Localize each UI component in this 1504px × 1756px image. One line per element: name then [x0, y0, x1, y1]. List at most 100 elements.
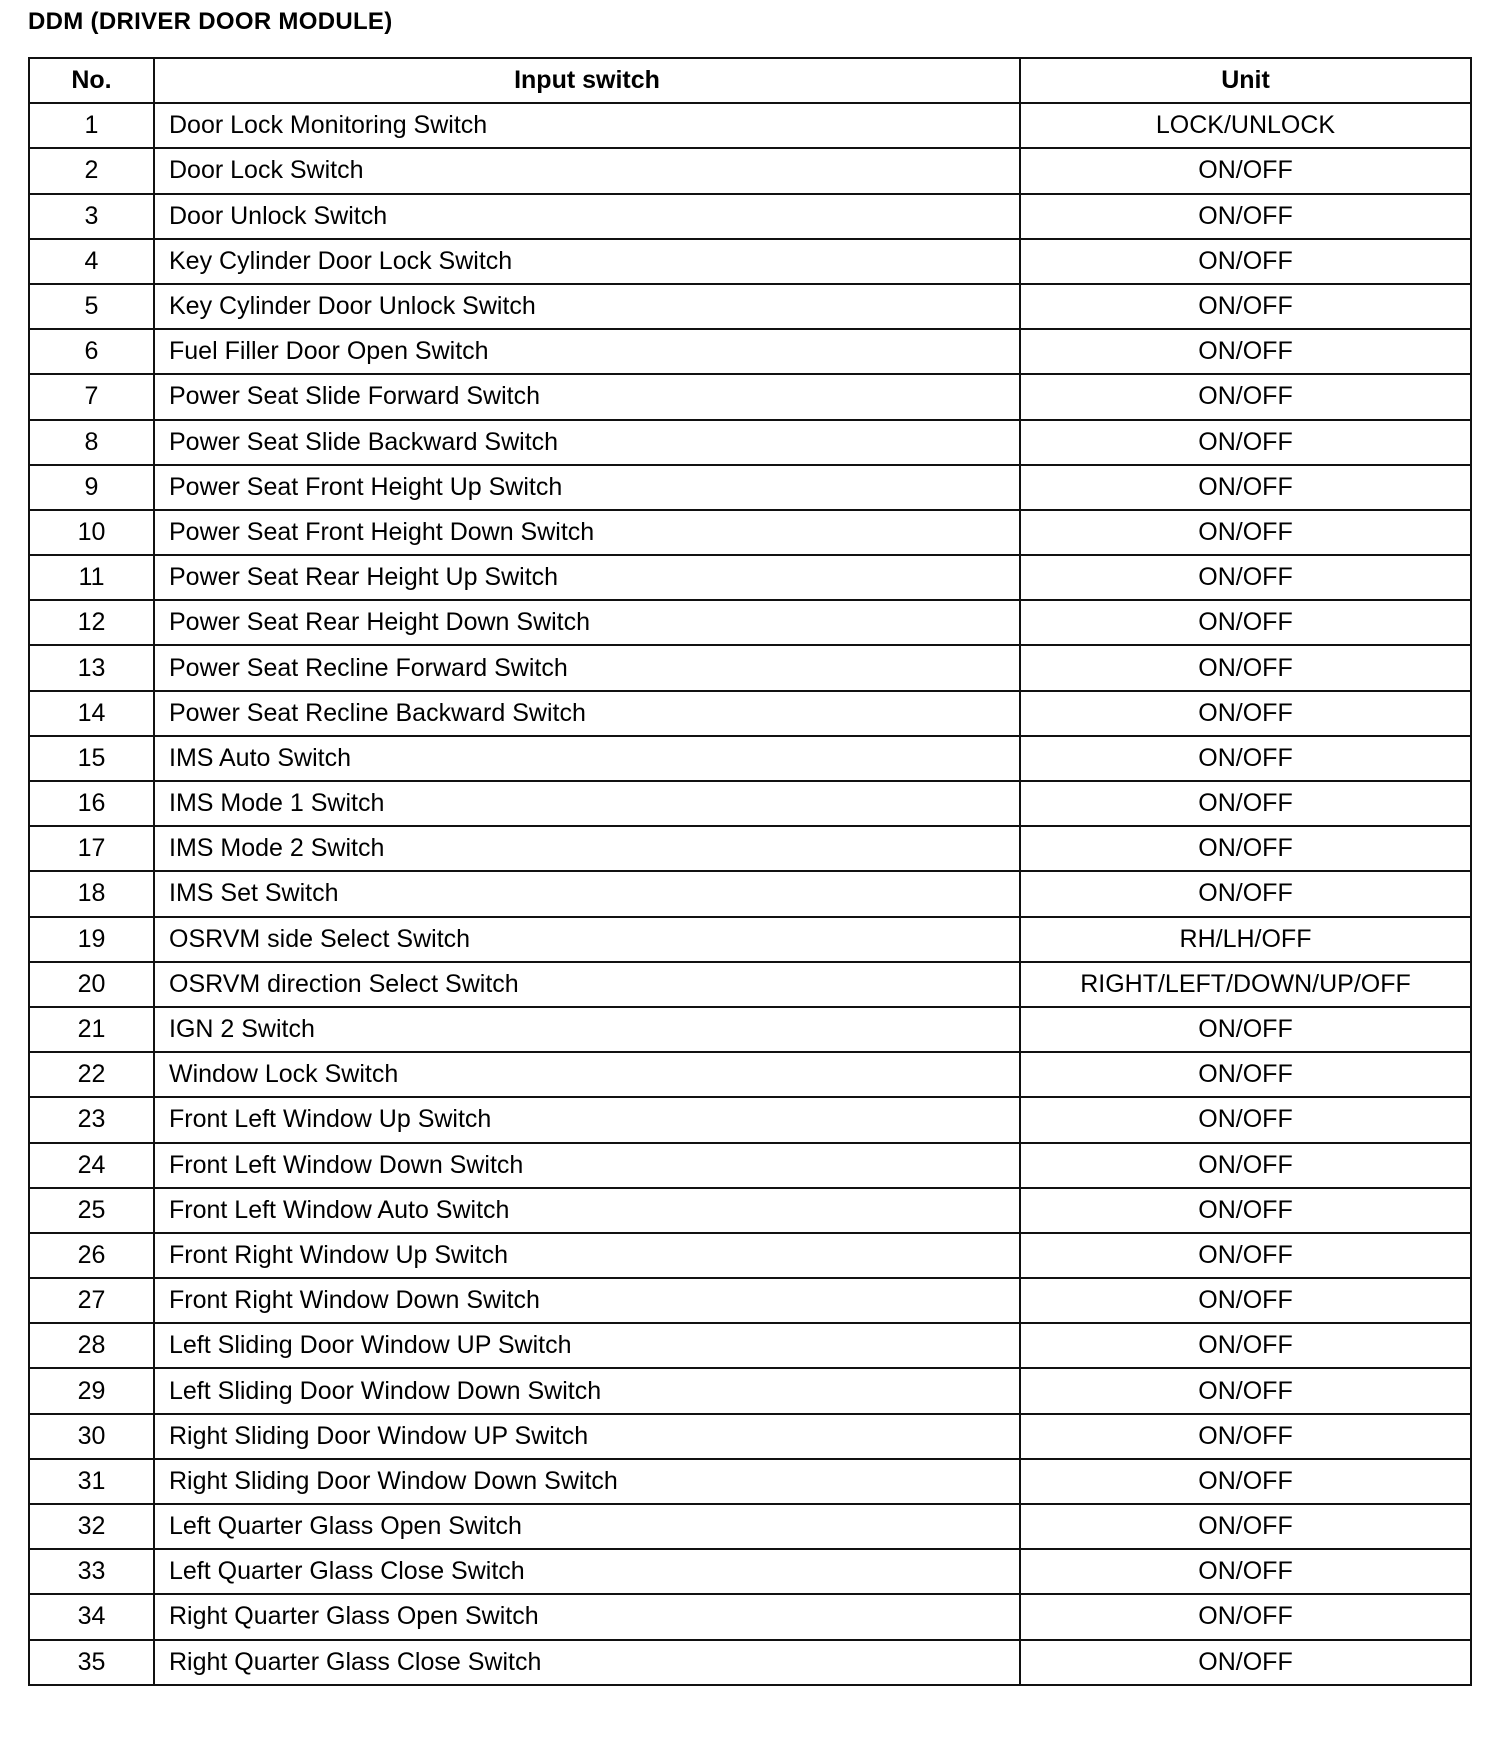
cell-unit: ON/OFF: [1019, 1231, 1472, 1280]
cell-unit: ON/OFF: [1019, 418, 1472, 466]
table-row: 14 Power Seat Recline Backward Switch ON/O…: [28, 689, 1472, 737]
cell-unit: ON/OFF: [1019, 599, 1472, 647]
cell-no: 21: [28, 1005, 155, 1054]
table-row: 25 Front Left Window Auto Switch ON/OFF: [28, 1186, 1472, 1234]
cell-unit: ON/OFF: [1019, 1322, 1472, 1370]
cell-no: 33: [28, 1548, 155, 1596]
table-row: 18 IMS Set Switch ON/OFF: [28, 870, 1472, 918]
cell-no: 6: [28, 328, 155, 376]
cell-name: Power Seat Slide Backward Switch: [153, 418, 1021, 466]
table-row: 17 IMS Mode 2 Switch ON/OFF: [28, 825, 1472, 873]
cell-unit: RIGHT/LEFT/DOWN/UP/OFF: [1019, 960, 1472, 1008]
cell-unit: ON/OFF: [1019, 1412, 1472, 1460]
cell-name: Power Seat Recline Forward Switch: [153, 644, 1021, 692]
table-row: 26 Front Right Window Up Switch ON/OFF: [28, 1231, 1472, 1280]
cell-name: Power Seat Recline Backward Switch: [153, 689, 1021, 737]
cell-unit: ON/OFF: [1019, 1638, 1472, 1686]
cell-no: 2: [28, 147, 155, 195]
table-row: 13 Power Seat Recline Forward Switch ON/OF…: [28, 644, 1472, 692]
cell-name: Front Left Window Auto Switch: [153, 1186, 1021, 1234]
cell-no: 26: [28, 1231, 155, 1280]
cell-no: 19: [28, 915, 155, 963]
cell-name: Power Seat Front Height Down Switch: [153, 508, 1021, 557]
cell-unit: ON/OFF: [1019, 1593, 1472, 1641]
cell-unit: RH/LH/OFF: [1019, 915, 1472, 963]
header-no: No.: [28, 56, 155, 105]
cell-name: Power Seat Slide Forward Switch: [153, 373, 1021, 421]
table-row: 30 Right Sliding Door Window UP Switch ON/…: [28, 1412, 1472, 1460]
cell-name: Right Sliding Door Window Down Switch: [153, 1457, 1021, 1506]
table-row: 7 Power Seat Slide Forward Switch ON/OFF: [28, 373, 1472, 421]
cell-no: 25: [28, 1186, 155, 1234]
cell-unit: ON/OFF: [1019, 870, 1472, 918]
table-row: 35 Right Quarter Glass Close Switch ON/OFF: [28, 1638, 1472, 1686]
cell-no: 5: [28, 282, 155, 331]
cell-unit: ON/OFF: [1019, 1457, 1472, 1506]
table-row: 23 Front Left Window Up Switch ON/OFF: [28, 1096, 1472, 1144]
table-row: 16 IMS Mode 1 Switch ON/OFF: [28, 779, 1472, 828]
table-row: 34 Right Quarter Glass Open Switch ON/OFF: [28, 1593, 1472, 1641]
table-row: 19 OSRVM side Select Switch RH/LH/OFF: [28, 915, 1472, 963]
table-row: 9 Power Seat Front Height Up Switch ON/OFF: [28, 463, 1472, 511]
cell-name: Key Cylinder Door Lock Switch: [153, 237, 1021, 285]
table-row: 31 Right Sliding Door Window Down Switch O…: [28, 1457, 1472, 1506]
table-row: 12 Power Seat Rear Height Down Switch ON/O…: [28, 599, 1472, 647]
table-row: 33 Left Quarter Glass Close Switch ON/OFF: [28, 1548, 1472, 1596]
cell-name: Power Seat Rear Height Down Switch: [153, 599, 1021, 647]
table-row: 22 Window Lock Switch ON/OFF: [28, 1051, 1472, 1099]
cell-name: Front Left Window Down Switch: [153, 1141, 1021, 1189]
table-header-row: No. Input switch Unit: [28, 56, 1472, 105]
cell-unit: ON/OFF: [1019, 1141, 1472, 1189]
table-row: 27 Front Right Window Down Switch ON/OFF: [28, 1277, 1472, 1325]
cell-name: IMS Set Switch: [153, 870, 1021, 918]
cell-name: Left Sliding Door Window UP Switch: [153, 1322, 1021, 1370]
cell-name: IMS Mode 2 Switch: [153, 825, 1021, 873]
cell-no: 20: [28, 960, 155, 1008]
cell-no: 22: [28, 1051, 155, 1099]
table-row: 24 Front Left Window Down Switch ON/OFF: [28, 1141, 1472, 1189]
cell-no: 12: [28, 599, 155, 647]
table-row: 1 Door Lock Monitoring Switch LOCK/UNLOCK: [28, 102, 1472, 150]
table-row: 5 Key Cylinder Door Unlock Switch ON/OFF: [28, 282, 1472, 331]
cell-unit: ON/OFF: [1019, 508, 1472, 557]
cell-no: 23: [28, 1096, 155, 1144]
cell-unit: ON/OFF: [1019, 1502, 1472, 1551]
cell-name: Left Sliding Door Window Down Switch: [153, 1367, 1021, 1415]
table-row: 2 Door Lock Switch ON/OFF: [28, 147, 1472, 195]
cell-name: Door Lock Switch: [153, 147, 1021, 195]
cell-no: 29: [28, 1367, 155, 1415]
cell-unit: ON/OFF: [1019, 689, 1472, 737]
cell-unit: ON/OFF: [1019, 282, 1472, 331]
table-row: 28 Left Sliding Door Window UP Switch ON/O…: [28, 1322, 1472, 1370]
cell-name: Front Right Window Down Switch: [153, 1277, 1021, 1325]
cell-name: OSRVM direction Select Switch: [153, 960, 1021, 1008]
cell-no: 27: [28, 1277, 155, 1325]
cell-unit: ON/OFF: [1019, 192, 1472, 240]
cell-unit: ON/OFF: [1019, 1005, 1472, 1054]
cell-unit: ON/OFF: [1019, 147, 1472, 195]
cell-no: 8: [28, 418, 155, 466]
cell-name: Window Lock Switch: [153, 1051, 1021, 1099]
cell-unit: ON/OFF: [1019, 734, 1472, 783]
cell-unit: ON/OFF: [1019, 1096, 1472, 1144]
cell-unit: ON/OFF: [1019, 1186, 1472, 1234]
cell-name: Power Seat Rear Height Up Switch: [153, 554, 1021, 602]
cell-unit: ON/OFF: [1019, 1548, 1472, 1596]
cell-no: 18: [28, 870, 155, 918]
cell-unit: ON/OFF: [1019, 644, 1472, 692]
cell-no: 30: [28, 1412, 155, 1460]
cell-unit: ON/OFF: [1019, 373, 1472, 421]
cell-no: 3: [28, 192, 155, 240]
table-row: 6 Fuel Filler Door Open Switch ON/OFF: [28, 328, 1472, 376]
cell-no: 17: [28, 825, 155, 873]
cell-unit: ON/OFF: [1019, 825, 1472, 873]
cell-unit: LOCK/UNLOCK: [1019, 102, 1472, 150]
cell-name: Right Quarter Glass Open Switch: [153, 1593, 1021, 1641]
table-row: 15 IMS Auto Switch ON/OFF: [28, 734, 1472, 783]
header-input-switch: Input switch: [153, 56, 1021, 105]
table-row: 11 Power Seat Rear Height Up Switch ON/OFF: [28, 554, 1472, 602]
cell-unit: ON/OFF: [1019, 1367, 1472, 1415]
table-row: 32 Left Quarter Glass Open Switch ON/OFF: [28, 1502, 1472, 1551]
cell-name: Fuel Filler Door Open Switch: [153, 328, 1021, 376]
cell-name: Left Quarter Glass Open Switch: [153, 1502, 1021, 1551]
